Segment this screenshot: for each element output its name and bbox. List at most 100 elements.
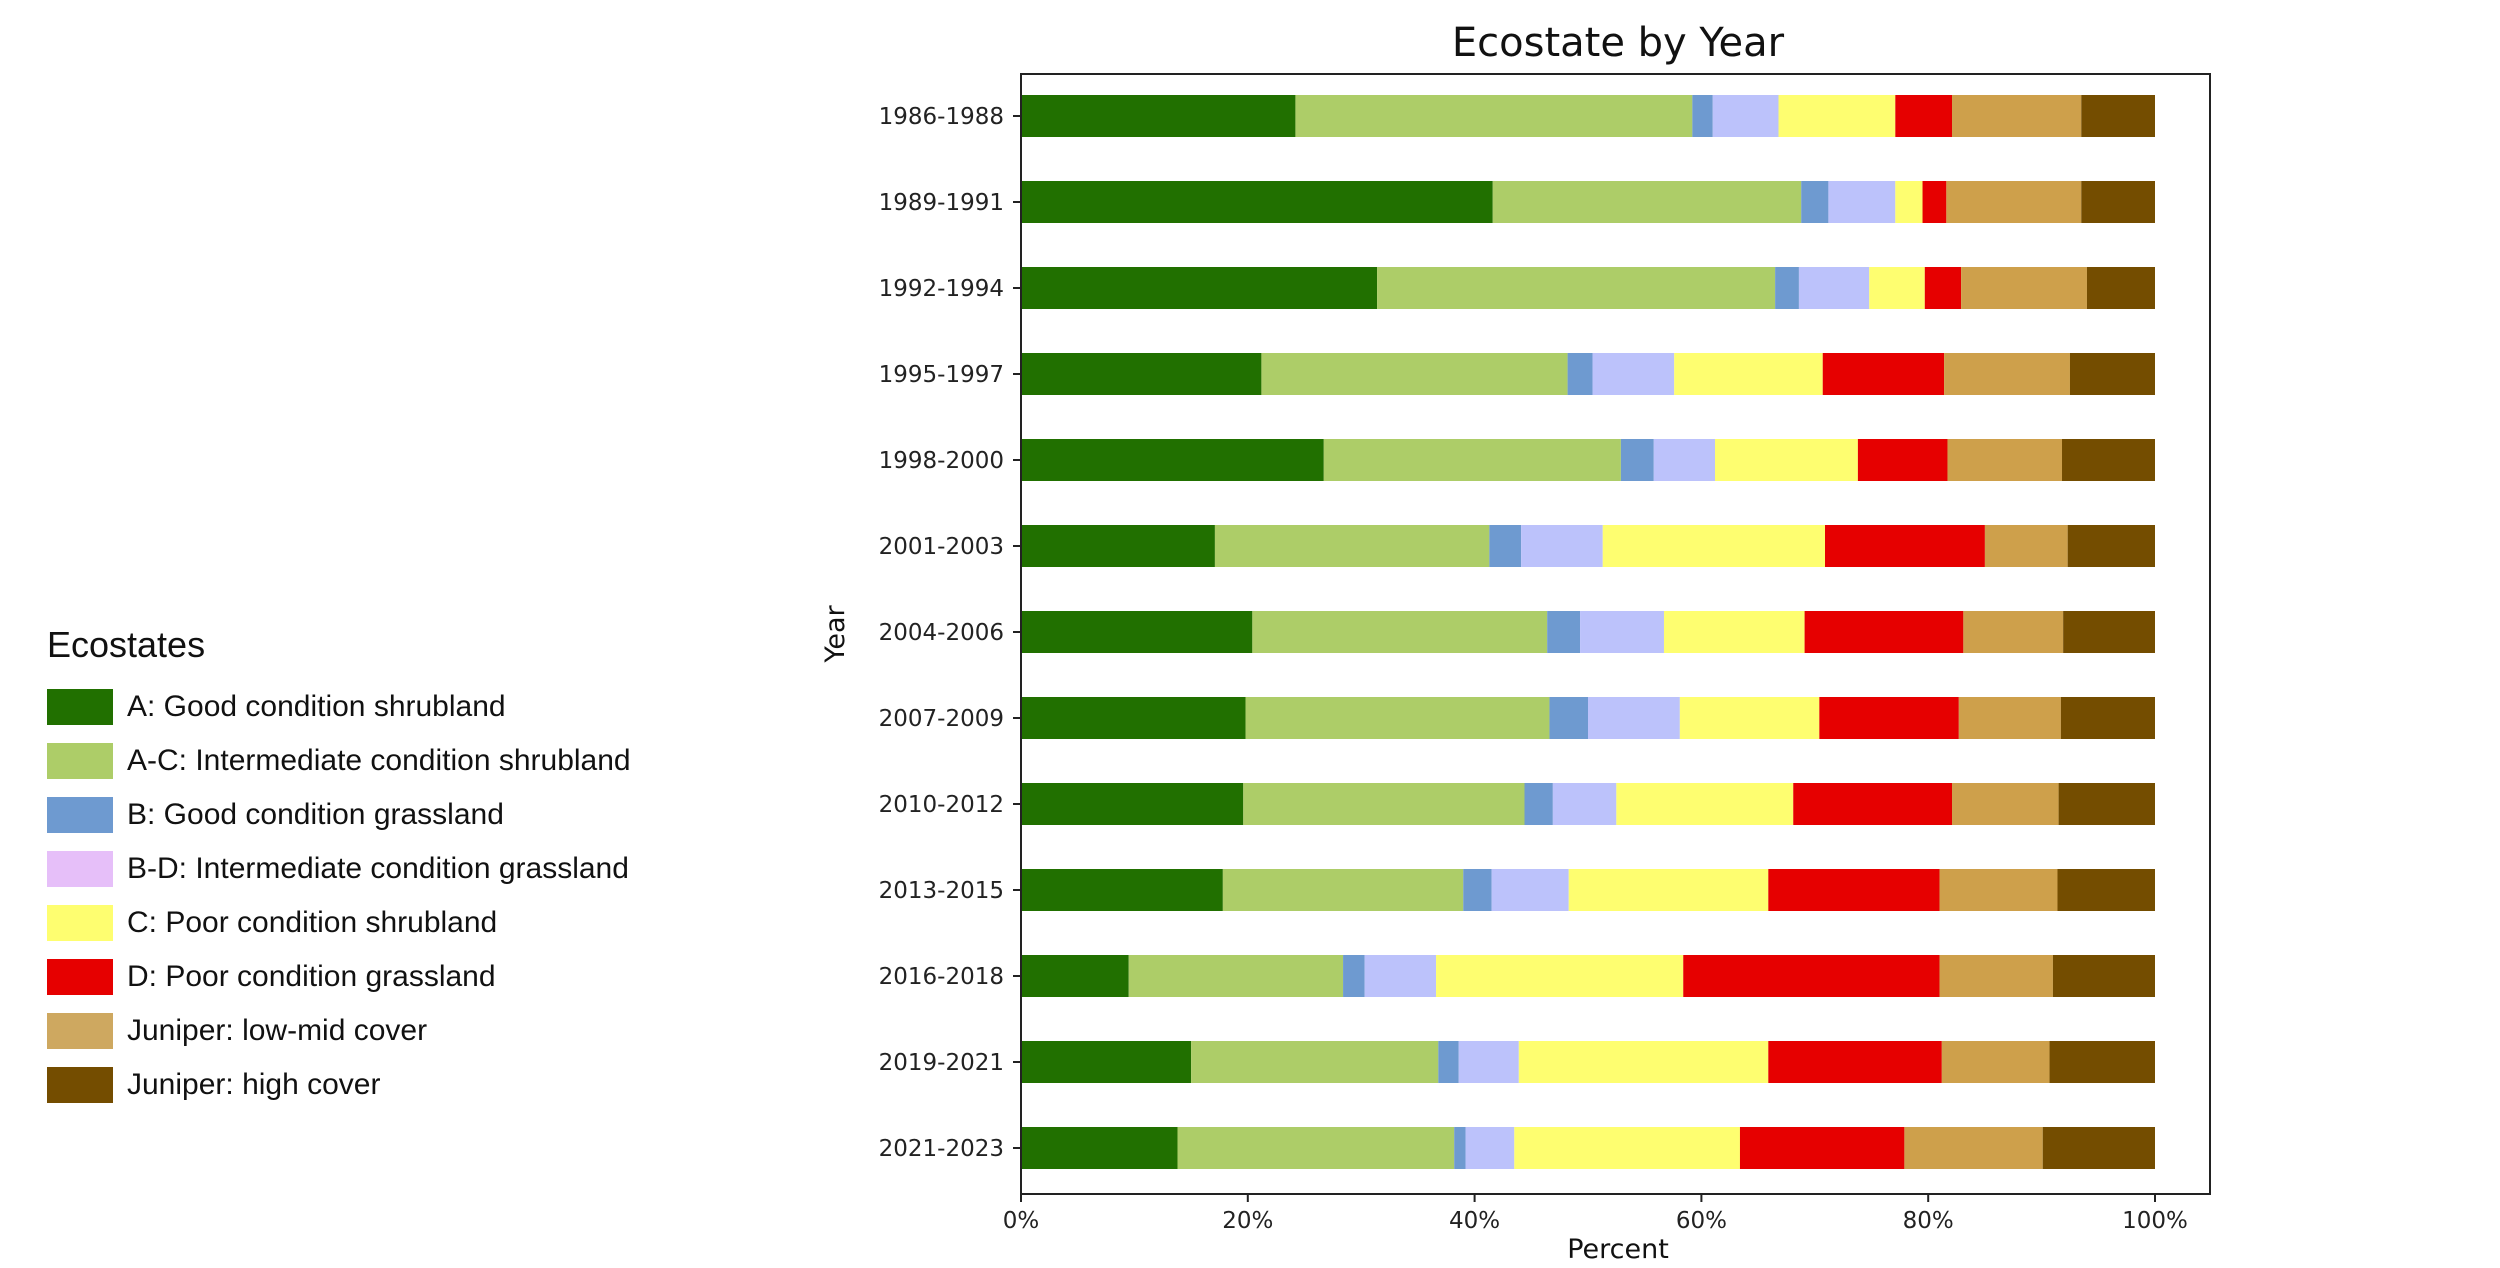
bar-segment [1984,525,2068,567]
bar-segment [1436,955,1684,997]
bar-segment [1377,267,1776,309]
bar-segment [1895,181,1923,223]
bar-segment [1712,95,1779,137]
bar-segment [2057,869,2155,911]
bar-segment [1021,1127,1178,1169]
bar-segment [2042,1127,2155,1169]
x-ticks: 0% 20% 40% 60% 80% 100% [1003,1194,2188,1234]
bar-segment [1191,1041,1439,1083]
bar-segment [1683,955,1940,997]
bar-segment [2052,955,2155,997]
legend-label: D: Poor condition grassland [127,960,496,993]
bar-segment [1946,181,2082,223]
x-tick-label: 100% [2122,1208,2188,1234]
bars-group [1021,95,2155,1169]
bar-segment [1128,955,1344,997]
x-tick-label: 60% [1676,1208,1727,1234]
bar-segment [1549,697,1588,739]
legend-item: C: Poor condition shrubland [47,896,631,950]
bar-segment [1692,95,1713,137]
legend-label: Juniper: low-mid cover [127,1014,428,1047]
bar-segment [2060,697,2155,739]
bar-segment [1343,955,1365,997]
bar-segment [1653,439,1716,481]
y-tick-label: 1986-1988 [879,104,1004,130]
legend-swatch [47,1013,113,1049]
y-tick-label: 1989-1991 [879,190,1004,216]
bar-segment [2069,353,2155,395]
bar-segment [1674,353,1823,395]
bar-segment [1438,1041,1459,1083]
bar-segment [1580,611,1664,653]
legend-label: B-D: Intermediate condition grassland [127,852,629,885]
bar-segment [1463,869,1492,911]
legend-label: A: Good condition shrubland [127,690,506,723]
bar-segment [1021,267,1378,309]
bar-segment [1939,955,2053,997]
bar-segment [1952,95,2082,137]
bar-segment [1963,611,2064,653]
legend-title: Ecostates [47,624,206,665]
bar-segment [1822,353,1945,395]
bar-segment [1922,181,1947,223]
bar-segment [1952,783,2059,825]
x-tick-label: 80% [1903,1208,1954,1234]
y-tick-label: 2007-2009 [879,706,1004,732]
bar-segment [1568,869,1769,911]
bar-segment [1214,525,1490,567]
legend-label: C: Poor condition shrubland [127,906,498,939]
bar-segment [1021,783,1244,825]
y-ticks: 1986-1988 1989-1991 1992-1994 1995-1997 1998… [879,104,1021,1162]
legend-swatch [47,851,113,887]
bar-segment [1941,1041,2050,1083]
bar-segment [2081,181,2155,223]
bar-segment [1489,525,1522,567]
legend-label: A-C: Intermediate condition shrubland [127,744,631,777]
legend-swatch [47,797,113,833]
bar-segment [1739,1127,1905,1169]
legend-item: A-C: Intermediate condition shrubland [47,734,631,788]
bar-segment [1939,869,2058,911]
bar-segment [1775,267,1799,309]
bar-segment [1804,611,1964,653]
bar-segment [1323,439,1621,481]
bar-segment [2058,783,2155,825]
bar-segment [1768,869,1940,911]
y-tick-label: 2021-2023 [879,1136,1004,1162]
bar-segment [1793,783,1953,825]
legend-swatch [47,689,113,725]
legend-swatch [47,743,113,779]
bar-segment [1620,439,1654,481]
bar-segment [1924,267,1962,309]
y-tick-label: 1995-1997 [879,362,1004,388]
legend: Ecostates A: Good condition shrubland A-C… [47,624,631,1112]
bar-segment [1828,181,1896,223]
bar-segment [2062,439,2155,481]
y-tick-label: 2019-2021 [879,1050,1004,1076]
bar-segment [1961,267,2087,309]
chart-title: Ecostate by Year [1452,20,1785,66]
legend-item: B: Good condition grassland [47,788,631,842]
bar-segment [1825,525,1985,567]
y-axis-label: Year [820,605,851,664]
y-tick-label: 1992-1994 [879,276,1004,302]
bar-segment [1021,353,1262,395]
legend-swatch [47,959,113,995]
bar-segment [1715,439,1858,481]
bar-segment [1021,869,1223,911]
bar-segment [1222,869,1464,911]
bar-segment [1602,525,1826,567]
bar-segment [1567,353,1593,395]
bar-segment [2086,267,2155,309]
bar-segment [1552,783,1617,825]
x-tick-label: 40% [1449,1208,1500,1234]
bar-segment [1364,955,1437,997]
bar-segment [1492,181,1802,223]
bar-segment [1524,783,1553,825]
legend-swatch [47,1067,113,1103]
bar-segment [1518,1041,1769,1083]
y-tick-label: 1998-2000 [879,448,1004,474]
bar-segment [1514,1127,1740,1169]
legend-item: D: Poor condition grassland [47,950,631,1004]
bar-segment [1904,1127,2043,1169]
